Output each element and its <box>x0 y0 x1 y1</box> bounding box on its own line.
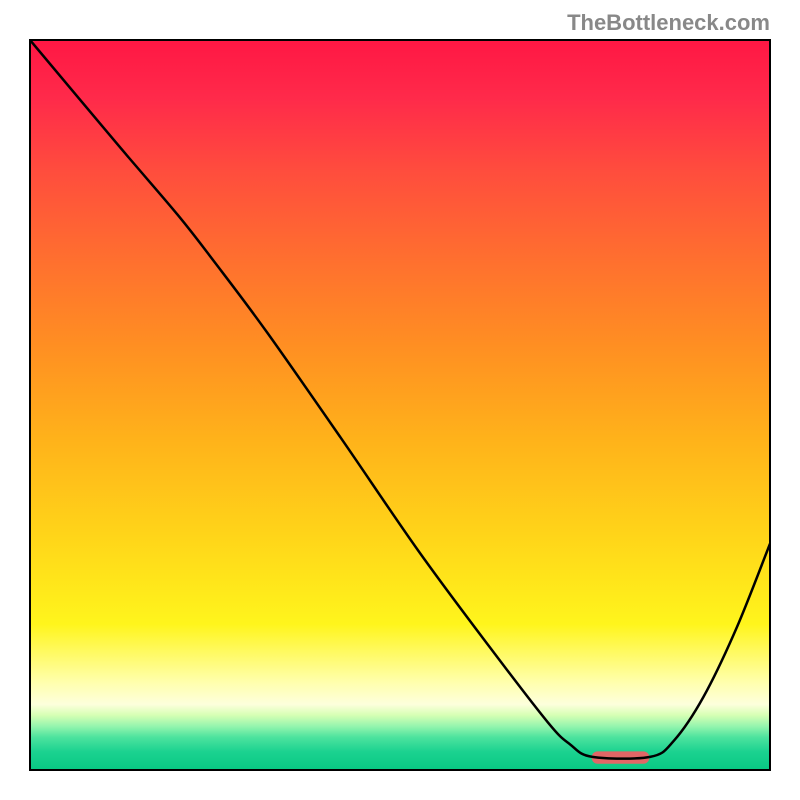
bottleneck-chart: TheBottleneck.com <box>0 0 800 800</box>
attribution-text: TheBottleneck.com <box>567 10 770 35</box>
chart-container: TheBottleneck.com <box>0 0 800 800</box>
plot-area <box>30 40 770 770</box>
gradient-background <box>30 40 770 770</box>
